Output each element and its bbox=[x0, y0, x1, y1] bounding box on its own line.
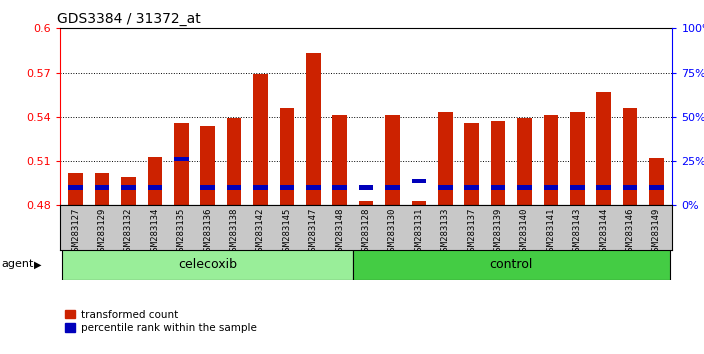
Bar bbox=[121, 177, 136, 205]
Text: GSM283138: GSM283138 bbox=[230, 207, 239, 256]
Text: GSM283132: GSM283132 bbox=[124, 207, 133, 256]
Text: GSM283140: GSM283140 bbox=[520, 207, 529, 256]
Text: GSM283143: GSM283143 bbox=[573, 207, 582, 256]
Bar bbox=[385, 115, 400, 205]
Bar bbox=[63, 250, 353, 280]
Text: control: control bbox=[489, 258, 533, 271]
Legend: transformed count, percentile rank within the sample: transformed count, percentile rank withi… bbox=[65, 310, 256, 333]
Bar bbox=[438, 112, 453, 205]
Bar bbox=[95, 185, 109, 190]
Bar bbox=[465, 185, 479, 190]
Text: agent: agent bbox=[1, 259, 34, 269]
Bar bbox=[649, 185, 664, 190]
Bar bbox=[332, 185, 347, 190]
Text: GSM283129: GSM283129 bbox=[98, 207, 106, 256]
Bar bbox=[596, 92, 611, 205]
Text: GSM283145: GSM283145 bbox=[282, 207, 291, 256]
Text: GSM283133: GSM283133 bbox=[441, 207, 450, 256]
Bar bbox=[279, 185, 294, 190]
Bar bbox=[517, 118, 532, 205]
Bar bbox=[174, 123, 189, 205]
Text: GDS3384 / 31372_at: GDS3384 / 31372_at bbox=[57, 12, 201, 26]
Text: GSM283146: GSM283146 bbox=[626, 207, 634, 256]
Bar bbox=[95, 173, 109, 205]
Bar bbox=[543, 185, 558, 190]
Bar bbox=[253, 74, 268, 205]
Bar bbox=[596, 185, 611, 190]
Bar bbox=[412, 179, 426, 183]
Bar bbox=[253, 185, 268, 190]
Bar bbox=[465, 123, 479, 205]
Bar bbox=[174, 156, 189, 161]
Text: GSM283149: GSM283149 bbox=[652, 207, 661, 256]
Bar bbox=[148, 156, 162, 205]
Bar bbox=[438, 185, 453, 190]
Bar bbox=[121, 185, 136, 190]
Bar bbox=[623, 185, 637, 190]
Text: GSM283130: GSM283130 bbox=[388, 207, 397, 256]
Text: GSM283137: GSM283137 bbox=[467, 207, 476, 256]
Text: GSM283131: GSM283131 bbox=[415, 207, 423, 256]
Bar bbox=[227, 118, 241, 205]
Bar bbox=[148, 185, 162, 190]
Bar bbox=[353, 250, 670, 280]
Bar bbox=[68, 173, 83, 205]
Text: GSM283135: GSM283135 bbox=[177, 207, 186, 256]
Bar bbox=[570, 112, 584, 205]
Bar bbox=[201, 126, 215, 205]
Bar bbox=[570, 185, 584, 190]
Bar bbox=[332, 115, 347, 205]
Bar bbox=[227, 185, 241, 190]
Bar bbox=[623, 108, 637, 205]
Text: GSM283139: GSM283139 bbox=[494, 207, 503, 256]
Text: ▶: ▶ bbox=[34, 259, 42, 269]
Bar bbox=[412, 201, 426, 205]
Bar bbox=[385, 185, 400, 190]
Text: GSM283136: GSM283136 bbox=[203, 207, 212, 256]
Text: celecoxib: celecoxib bbox=[178, 258, 237, 271]
Text: GSM283127: GSM283127 bbox=[71, 207, 80, 256]
Bar bbox=[359, 185, 373, 190]
Bar bbox=[491, 185, 505, 190]
Bar bbox=[306, 185, 320, 190]
Text: GSM283128: GSM283128 bbox=[362, 207, 370, 256]
Bar bbox=[201, 185, 215, 190]
Bar bbox=[306, 53, 320, 205]
Text: GSM283148: GSM283148 bbox=[335, 207, 344, 256]
Text: GSM283144: GSM283144 bbox=[599, 207, 608, 256]
Bar bbox=[649, 158, 664, 205]
Bar bbox=[68, 185, 83, 190]
Bar bbox=[543, 115, 558, 205]
Text: GSM283142: GSM283142 bbox=[256, 207, 265, 256]
Text: GSM283141: GSM283141 bbox=[546, 207, 555, 256]
Bar bbox=[517, 185, 532, 190]
Bar bbox=[491, 121, 505, 205]
Bar bbox=[359, 201, 373, 205]
Text: GSM283134: GSM283134 bbox=[151, 207, 159, 256]
Text: GSM283147: GSM283147 bbox=[309, 207, 318, 256]
Bar bbox=[279, 108, 294, 205]
